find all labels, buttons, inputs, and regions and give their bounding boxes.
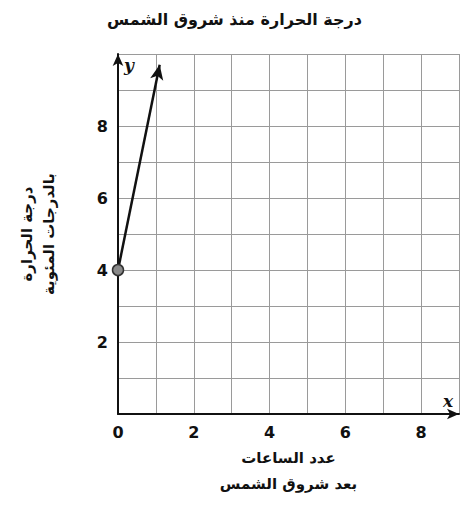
svg-text:x: x xyxy=(442,391,454,411)
svg-text:عدد الساعات: عدد الساعات xyxy=(241,449,335,467)
svg-text:8: 8 xyxy=(97,117,108,136)
svg-text:بعد شروق الشمس: بعد شروق الشمس xyxy=(220,475,357,493)
svg-text:درجة الحرارة منذ شروق الشمس: درجة الحرارة منذ شروق الشمس xyxy=(107,10,362,29)
svg-text:2: 2 xyxy=(97,333,108,352)
svg-text:0: 0 xyxy=(112,423,123,442)
svg-text:4: 4 xyxy=(97,261,108,280)
svg-text:درجة الحرارة: درجة الحرارة xyxy=(18,186,36,281)
svg-text:بالدرجات المئوية: بالدرجات المئوية xyxy=(40,173,58,295)
svg-text:6: 6 xyxy=(340,423,351,442)
svg-text:6: 6 xyxy=(97,189,108,208)
svg-text:y: y xyxy=(123,55,135,75)
svg-text:4: 4 xyxy=(264,423,275,442)
svg-text:2: 2 xyxy=(188,423,199,442)
svg-text:8: 8 xyxy=(416,423,427,442)
